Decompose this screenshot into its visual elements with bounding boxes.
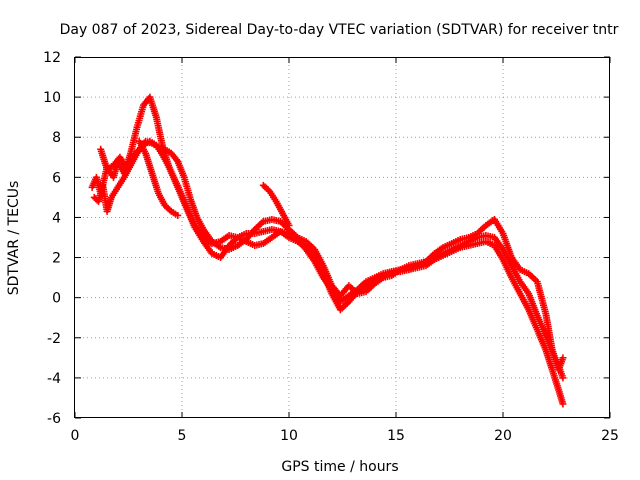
y-tick-label: -6 (47, 411, 61, 427)
x-tick-label: 20 (494, 428, 512, 444)
y-tick-label: 0 (52, 291, 61, 307)
y-tick-label: -4 (47, 371, 61, 387)
x-tick-label: 25 (601, 428, 619, 444)
y-tick-label: -2 (47, 331, 61, 347)
y-tick-label: 12 (43, 50, 61, 66)
y-tick-label: 8 (52, 130, 61, 146)
data-point (174, 211, 182, 219)
data-point (559, 354, 567, 362)
x-axis-label: GPS time / hours (281, 459, 398, 475)
y-tick-label: 2 (52, 251, 61, 267)
x-tick-label: 5 (178, 428, 187, 444)
plot-frame (74, 57, 610, 418)
chart-title: Day 087 of 2023, Sidereal Day-to-day VTE… (60, 22, 619, 38)
x-tick-label: 15 (387, 428, 405, 444)
y-tick-label: 10 (43, 90, 61, 106)
y-tick-label: 4 (52, 210, 61, 226)
data-point (285, 221, 293, 229)
y-axis-label: SDTVAR / TECUs (6, 181, 22, 296)
series-layer (88, 93, 567, 408)
series-trace-e (259, 181, 293, 229)
x-tick-label: 0 (71, 428, 80, 444)
ticks: 0 5 10 15 20 25 -6 -4 -2 0 2 4 6 8 10 12 (43, 50, 619, 444)
y-tick-label: 6 (52, 170, 61, 186)
data-point (559, 400, 567, 408)
series-trace-c (97, 137, 567, 374)
x-tick-label: 10 (280, 428, 298, 444)
series-trace-d (135, 137, 182, 219)
data-point (559, 374, 567, 382)
